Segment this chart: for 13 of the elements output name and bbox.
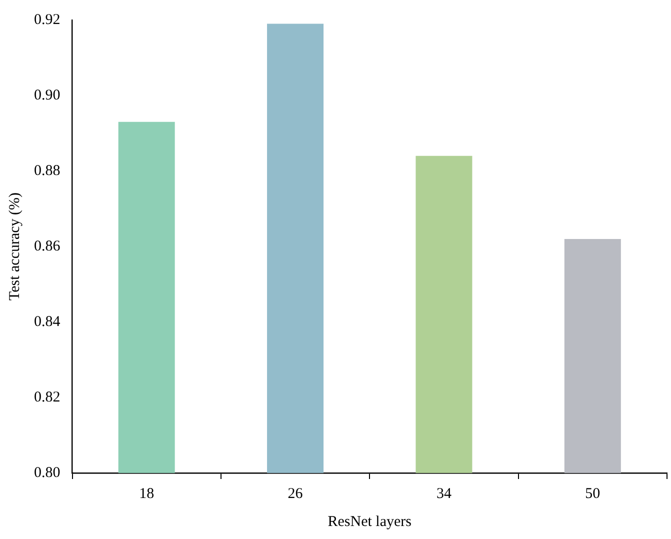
y-tick-label: 0.92 <box>34 12 60 28</box>
y-tick-label: 0.80 <box>34 464 60 481</box>
x-tick-label: 18 <box>139 486 154 502</box>
x-tick-label: 50 <box>585 486 600 502</box>
y-tick-label: 0.86 <box>34 238 61 254</box>
y-axis-title: Test accuracy (%) <box>6 192 23 301</box>
x-axis-title: ResNet layers <box>328 514 412 530</box>
y-tick-label: 0.88 <box>34 162 60 179</box>
y-tick-label: 0.82 <box>34 389 60 406</box>
y-tick-label: 0.84 <box>34 314 61 330</box>
y-tick-label: 0.90 <box>34 87 60 104</box>
x-tick-label: 34 <box>436 486 452 502</box>
x-tick-label: 26 <box>288 486 304 502</box>
